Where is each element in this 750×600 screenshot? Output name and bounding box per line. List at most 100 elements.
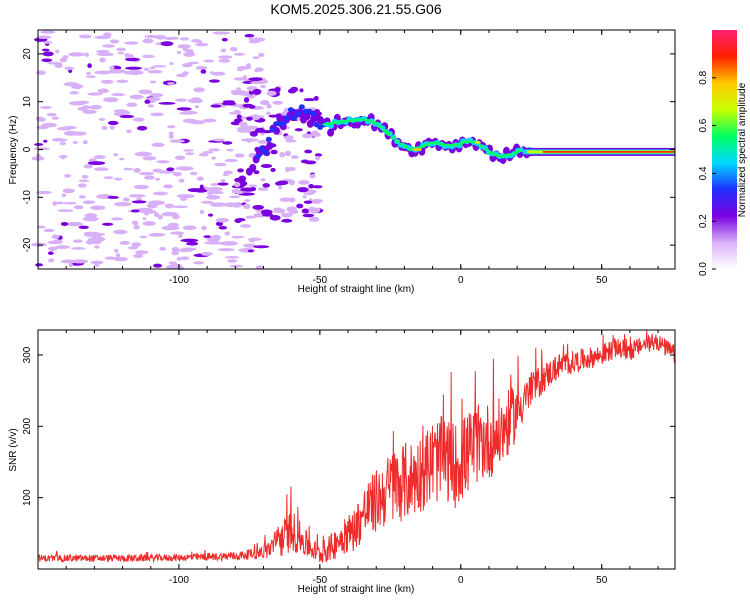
spectrogram-noise-blob (34, 143, 44, 146)
spectrogram-noise-blob (78, 34, 92, 39)
spectrogram-noise-blob (281, 218, 293, 223)
spectrogram-noise-blob (61, 193, 67, 198)
spectrogram-noise-blob (69, 91, 79, 95)
spectrogram-noise-blob (187, 188, 203, 193)
spectrogram-noise-blob (128, 246, 139, 250)
spectrogram-noise-blob (149, 93, 164, 98)
spectrogram-trace-bright (457, 142, 464, 145)
spectrogram-noise-blob (177, 248, 193, 253)
spectrogram-noise-blob (172, 171, 182, 177)
spectrogram-trace-halo (327, 128, 335, 137)
spectrogram-noise-blob (115, 253, 121, 258)
spectrogram-noise-blob (133, 253, 144, 258)
spectrogram-noise-blob (133, 184, 149, 190)
spectrogram-noise-blob (168, 36, 180, 40)
spectrogram-noise-blob (94, 245, 100, 249)
spectrogram-noise-blob (266, 103, 272, 109)
spectrogram-noise-blob (229, 46, 238, 52)
spectrogram-noise-blob (63, 130, 78, 136)
spectrogram-noise-blob (233, 77, 248, 81)
spectrogram-noise-blob (253, 170, 260, 175)
spectrogram-noise-blob (186, 241, 199, 246)
spectrogram-noise-blob (124, 41, 139, 45)
spectrogram-noise-blob (107, 195, 120, 199)
spectrogram-noise-blob (207, 213, 214, 217)
spectrogram-noise-blob (56, 201, 64, 205)
spectrogram-noise-blob (176, 50, 182, 55)
spectrogram-noise-blob (113, 229, 128, 235)
spectrogram-noise-blob (217, 182, 229, 186)
spectrogram-noise-blob (218, 225, 228, 230)
spectrogram-noise-blob (163, 184, 174, 189)
spectrogram-noise-blob (244, 34, 255, 38)
spectrogram-noise-blob (190, 171, 198, 176)
spectrogram-noise-blob (35, 70, 46, 75)
spectrogram-noise-blob (217, 248, 235, 252)
spectrogram-noise-blob (153, 212, 160, 218)
spectrogram-noise-blob (211, 71, 226, 76)
spectrogram-noise-blob (126, 70, 144, 76)
spectrogram-noise-blob (87, 92, 103, 96)
spectrogram-noise-blob (311, 185, 323, 189)
spectrogram-noise-blob (201, 200, 214, 204)
colorbar-tick-label: 0.8 (698, 70, 709, 84)
spectrogram-noise-blob (177, 44, 191, 49)
spectrogram-noise-blob (191, 97, 201, 102)
spectrogram-noise-blob (126, 129, 132, 134)
spectrogram-noise-blob (176, 73, 187, 78)
spectrogram-noise-blob (193, 87, 205, 93)
spectrogram-noise-blob (169, 139, 185, 143)
spectrogram-noise-blob (43, 228, 55, 233)
spectrogram-noise-blob (246, 116, 253, 121)
spectrogram-noise-blob (43, 139, 48, 143)
spectrogram-noise-blob (202, 118, 217, 123)
spectrogram-noise-blob (71, 247, 86, 250)
spectrogram-noise-blob (52, 239, 63, 244)
spectrogram-noise-blob (142, 38, 154, 44)
spectrogram-noise-blob (199, 209, 205, 215)
spectrogram-noise-blob (175, 166, 194, 171)
spectrogram-noise-blob (134, 151, 153, 157)
spectrogram-noise-blob (124, 53, 131, 58)
spectrogram-noise-blob (254, 127, 266, 133)
spectrogram-noise-blob (160, 41, 174, 47)
spectrogram-noise-blob (224, 158, 238, 163)
spectrogram-noise-blob (35, 190, 52, 195)
snr-x-tick-label: -50 (313, 575, 328, 586)
spectrogram-noise-blob (150, 112, 164, 117)
spectrogram-noise-blob (101, 125, 108, 130)
spectrogram-noise-blob (136, 125, 148, 131)
spectrogram-noise-blob (252, 204, 265, 210)
spectrogram-noise-blob (72, 140, 78, 144)
spectrogram-noise-blob (108, 69, 127, 74)
spectrogram-noise-blob (227, 259, 238, 263)
spectrogram-noise-blob (183, 149, 194, 152)
spectrogram-noise-blob (250, 186, 256, 192)
spectrogram-noise-blob (131, 220, 139, 225)
spectrogram-noise-blob (231, 235, 245, 239)
spectrogram-noise-blob (243, 97, 250, 103)
spectrogram-noise-blob (118, 157, 125, 161)
spectrogram-noise-blob (102, 222, 114, 226)
spectrogram-noise-blob (183, 51, 196, 57)
spectrogram-noise-blob (103, 176, 114, 179)
spectrogram-noise-blob (236, 87, 241, 91)
spectrogram-noise-blob (119, 240, 131, 245)
spectrogram-hotspot (415, 148, 422, 151)
spectrogram-noise-blob (299, 88, 304, 93)
spectrogram-noise-blob (243, 203, 251, 210)
spectrogram-noise-blob (154, 34, 167, 40)
spectrogram-noise-blob (164, 203, 175, 209)
spectrogram-trace-bright (394, 139, 401, 143)
spectrogram-noise-blob (31, 242, 47, 247)
spectrogram-noise-blob (304, 149, 313, 154)
snr-y-tick-label: 300 (22, 346, 33, 363)
spectrogram-noise-blob (47, 61, 63, 65)
spectrogram-noise-blob (142, 221, 156, 226)
spectrogram-noise-blob (172, 205, 189, 209)
spectrogram-noise-blob (257, 187, 269, 191)
spectrogram-noise-blob (303, 200, 313, 204)
spectrogram-y-axis-label: Frequency (Hz) (8, 116, 19, 185)
spectrogram-noise-blob (100, 79, 114, 84)
spectrogram-trace-bright (487, 151, 494, 154)
